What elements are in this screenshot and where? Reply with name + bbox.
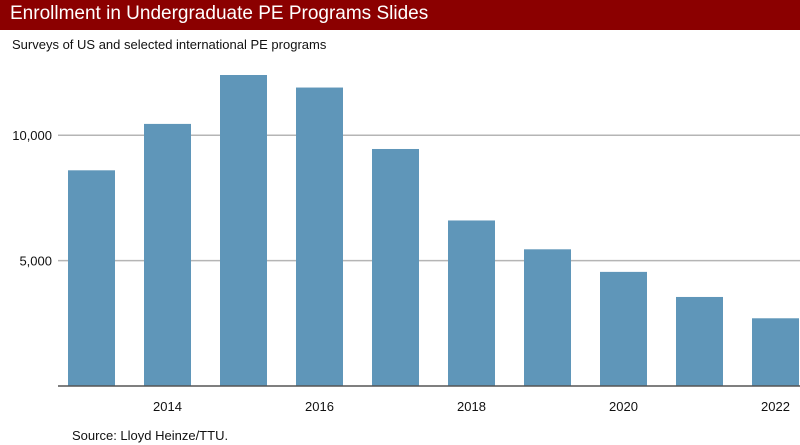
chart-subtitle: Surveys of US and selected international… xyxy=(12,37,327,52)
title-bar: Enrollment in Undergraduate PE Programs … xyxy=(0,0,800,30)
x-tick-label: 2018 xyxy=(457,399,486,414)
bar-2013 xyxy=(68,170,115,386)
x-tick-label: 2022 xyxy=(761,399,790,414)
y-tick-label: 10,000 xyxy=(12,128,52,143)
bar-2017 xyxy=(372,148,419,386)
x-tick-label: 2014 xyxy=(153,399,182,414)
bar-2022 xyxy=(752,318,799,386)
x-tick-label: 2016 xyxy=(305,399,334,414)
bar-2020 xyxy=(600,271,647,386)
bar-2014 xyxy=(144,123,191,386)
source-note: Source: Lloyd Heinze/TTU. xyxy=(72,428,229,443)
bar-2021 xyxy=(676,296,723,386)
bar-2015 xyxy=(220,75,267,386)
tick-labels: 5,000 10,000 2014 2016 2018 2020 2022 xyxy=(12,128,790,414)
bar-2016 xyxy=(296,87,343,387)
y-tick-label: 5,000 xyxy=(19,254,52,269)
bar-2018 xyxy=(448,220,495,386)
x-tick-label: 2020 xyxy=(609,399,638,414)
chart-title: Enrollment in Undergraduate PE Programs … xyxy=(10,3,429,24)
bars xyxy=(68,75,799,387)
bar-2019 xyxy=(524,249,571,386)
